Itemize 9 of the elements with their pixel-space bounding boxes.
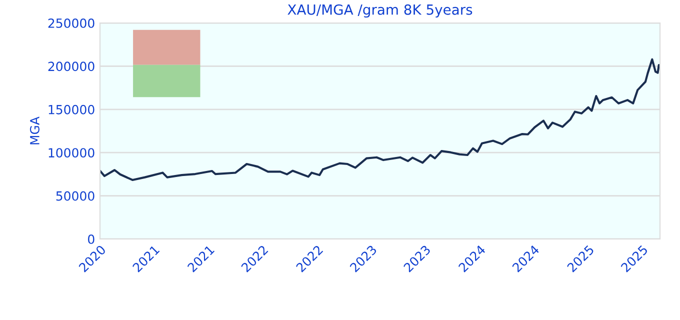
y-tick-label: 150000 [48, 104, 94, 114]
y-tick-label: 100000 [48, 148, 94, 158]
y-tick-label: 250000 [48, 18, 94, 28]
line-series [100, 58, 660, 182]
y-tick-label: 0 [88, 234, 94, 244]
y-tick-label: 200000 [48, 62, 94, 72]
y-tick-label: 50000 [56, 191, 94, 201]
y-axis-title: MGA [30, 116, 40, 144]
chart-title: XAU/MGA /gram 8K 5years [288, 4, 472, 18]
